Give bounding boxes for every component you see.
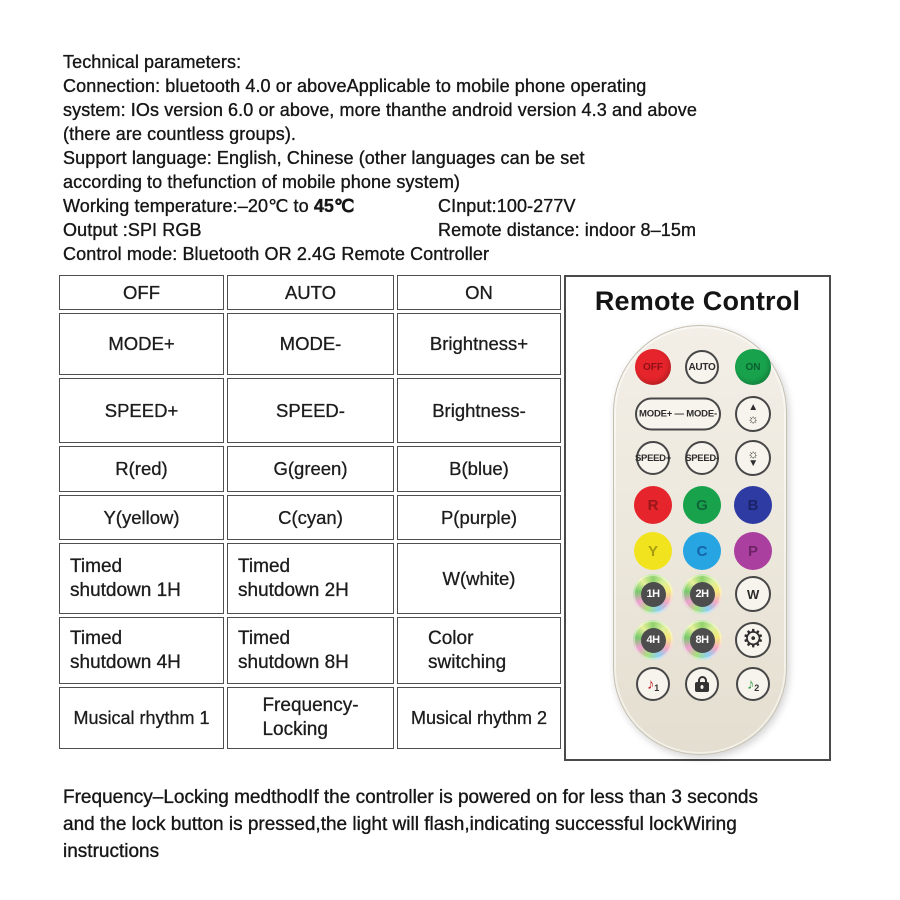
remote-timer-4h-button: 4H xyxy=(633,620,673,660)
cell-speed-plus: SPEED+ xyxy=(59,378,224,443)
cell-y-yellow: Y(yellow) xyxy=(59,495,224,540)
remote-lock-button xyxy=(685,667,719,701)
remote-off-button: OFF xyxy=(635,349,671,385)
timer-4h-icon: 4H xyxy=(640,627,666,653)
remote-yellow-button: Y xyxy=(634,532,672,570)
remote-brightness-up-button: ▲ ☼ xyxy=(735,396,771,432)
cell-r-red: R(red) xyxy=(59,446,224,492)
tech-line-connection: Connection: bluetooth 4.0 or aboveApplic… xyxy=(63,76,647,96)
cell-musical-rhythm-1: Musical rhythm 1 xyxy=(59,687,224,749)
timer-8h-icon: 8H xyxy=(689,627,715,653)
remote-white-button: W xyxy=(735,576,771,612)
remote-speed-plus-button: SPEED+ xyxy=(635,441,671,475)
working-temp-label: Working temperature:–20℃ to xyxy=(63,196,314,216)
tech-line-system: system: IOs version 6.0 or above, more t… xyxy=(63,100,697,120)
remote-brightness-down-button: ☼ ▼ xyxy=(735,440,771,476)
footer-line-2: and the lock button is pressed,the light… xyxy=(63,814,737,835)
brightness-up-icon: ▲ ☼ xyxy=(747,402,759,426)
timer-1h-icon: 1H xyxy=(640,581,666,607)
cell-mode-plus: MODE+ xyxy=(59,313,224,375)
input-voltage: CInput:100-277V xyxy=(438,196,576,216)
cell-g-green: G(green) xyxy=(227,446,394,492)
remote-music-2-button: ♪ 2 xyxy=(736,667,770,701)
remote-timer-2h-button: 2H xyxy=(682,574,722,614)
remote-mode-button: MODE+ — MODE- xyxy=(635,397,721,431)
lock-icon xyxy=(695,676,709,692)
output-spec: Output :SPI RGB xyxy=(63,220,202,240)
cell-b-blue: B(blue) xyxy=(397,446,561,492)
brightness-down-icon: ☼ ▼ xyxy=(747,446,759,469)
remote-control-title: Remote Control xyxy=(594,286,801,316)
technical-parameters-text: Technical parameters: Connection: blueto… xyxy=(63,50,863,266)
music-note-2-number: 2 xyxy=(754,682,759,693)
tech-line-control-mode: Control mode: Bluetooth OR 2.4G Remote C… xyxy=(63,244,490,264)
cell-color-switching: Color switching xyxy=(397,617,561,684)
cell-musical-rhythm-2: Musical rhythm 2 xyxy=(397,687,561,749)
remote-timer-1h-button: 1H xyxy=(633,574,673,614)
footer-line-1: Frequency–Locking medthodIf the controll… xyxy=(63,787,758,808)
cell-on: ON xyxy=(397,275,561,310)
tech-line-title: Technical parameters: xyxy=(63,52,242,72)
cell-c-cyan: C(cyan) xyxy=(227,495,394,540)
cell-brightness-minus: Brightness- xyxy=(397,378,561,443)
tech-line-language2: according to thefunction of mobile phone… xyxy=(63,172,461,192)
cell-brightness-plus: Brightness+ xyxy=(397,313,561,375)
cell-off: OFF xyxy=(59,275,224,310)
frequency-locking-note: Frequency–Locking medthodIf the controll… xyxy=(63,784,873,865)
tech-line-language: Support language: English, Chinese (othe… xyxy=(63,148,585,168)
tech-line-temperature: Working temperature:–20℃ to 45℃ CInput:1… xyxy=(63,194,863,218)
remote-speed-minus-button: SPEED- xyxy=(685,441,719,475)
remote-red-button: R xyxy=(634,486,672,524)
cell-mode-minus: MODE- xyxy=(227,313,394,375)
tech-line-groups: (there are countless groups). xyxy=(63,124,297,144)
cell-p-purple: P(purple) xyxy=(397,495,561,540)
remote-music-1-button: ♪ 1 xyxy=(636,667,670,701)
gear-icon: ⚙ xyxy=(741,624,765,653)
remote-green-button: G xyxy=(683,486,721,524)
music-note-1-number: 1 xyxy=(654,682,659,693)
cell-speed-minus: SPEED- xyxy=(227,378,394,443)
cell-auto: AUTO xyxy=(227,275,394,310)
remote-control-image: OFF AUTO ON MODE+ — MODE- ▲ ☼ SPEED+ SPEE… xyxy=(613,325,787,755)
remote-cyan-button: C xyxy=(683,532,721,570)
button-function-table: OFF AUTO ON MODE+ MODE- Brightness+ SPEE… xyxy=(59,275,561,749)
footer-line-3: instructions xyxy=(63,841,160,862)
cell-w-white: W(white) xyxy=(397,543,561,614)
remote-auto-button: AUTO xyxy=(685,350,719,384)
remote-blue-button: B xyxy=(734,486,772,524)
working-temp-max: 45℃ xyxy=(313,196,355,216)
remote-distance: Remote distance: indoor 8–15m xyxy=(438,220,697,240)
remote-purple-button: P xyxy=(734,532,772,570)
cell-timed-shutdown-8h: Timed shutdown 8H xyxy=(227,617,394,684)
music-note-1-icon: ♪ xyxy=(647,675,655,693)
cell-timed-shutdown-4h: Timed shutdown 4H xyxy=(59,617,224,684)
remote-control-panel: Remote Control OFF AUTO ON MODE+ — MODE-… xyxy=(564,275,831,761)
cell-timed-shutdown-1h: Timed shutdown 1H xyxy=(59,543,224,614)
cell-timed-shutdown-2h: Timed shutdown 2H xyxy=(227,543,394,614)
music-note-2-icon: ♪ xyxy=(747,675,755,693)
remote-color-switching-button: ⚙ xyxy=(735,622,771,658)
timer-2h-icon: 2H xyxy=(689,581,715,607)
remote-timer-8h-button: 8H xyxy=(682,620,722,660)
tech-line-output: Output :SPI RGB Remote distance: indoor … xyxy=(63,218,863,242)
remote-on-button: ON xyxy=(735,349,771,385)
cell-frequency-locking: Frequency- Locking xyxy=(227,687,394,749)
